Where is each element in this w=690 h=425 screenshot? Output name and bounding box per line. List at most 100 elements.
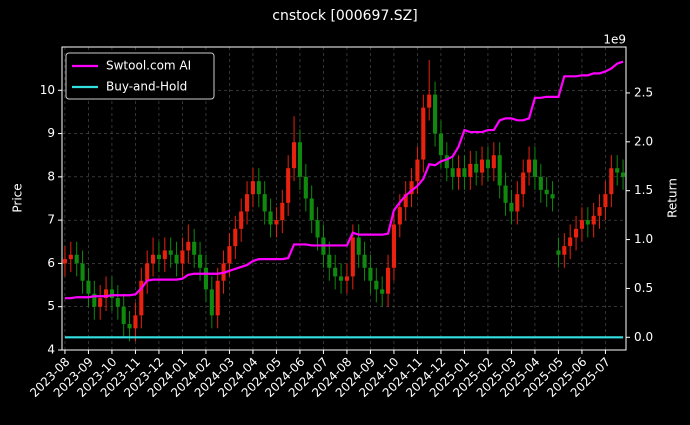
candle-body	[215, 280, 220, 316]
candle-body	[380, 289, 385, 294]
return-line	[64, 60, 624, 300]
candle-body	[527, 159, 532, 173]
legend-box	[65, 52, 215, 100]
candle-body	[509, 202, 514, 212]
y-tick-label: 10	[40, 83, 55, 97]
legend-label: Swtool.com AI	[106, 59, 191, 73]
candle-body	[286, 168, 291, 203]
candle-body	[433, 94, 438, 134]
candle-body	[497, 155, 502, 186]
candle-body	[368, 267, 373, 281]
candle-body	[80, 263, 85, 281]
candle-body	[192, 241, 197, 255]
y-tick-label: 4	[47, 343, 55, 357]
candle-body	[68, 254, 73, 260]
candle-body	[356, 237, 361, 255]
candle-body	[133, 315, 138, 329]
candle-body	[139, 280, 144, 316]
plot-frame	[61, 46, 627, 351]
candle-body	[327, 254, 332, 268]
candle-body	[98, 298, 103, 307]
candle-body	[491, 155, 496, 169]
candle-body	[109, 289, 114, 299]
candle-body	[556, 250, 561, 255]
candle-body	[503, 185, 508, 203]
candle-body	[86, 280, 91, 294]
y-tick-label: 5	[47, 299, 55, 313]
candle-body	[585, 220, 590, 225]
candle-body	[233, 228, 238, 247]
candle-body	[198, 254, 203, 268]
candle-body	[597, 207, 602, 216]
candle-body	[274, 220, 279, 225]
candle-body	[268, 211, 273, 225]
legend-label: Buy-and-Hold	[106, 80, 187, 94]
candle-body	[403, 194, 408, 208]
candle-body	[333, 267, 338, 277]
candle-body	[462, 168, 467, 177]
y2-tick-label: 2.5	[634, 85, 653, 99]
candle-body	[421, 107, 426, 160]
candle-body	[245, 194, 250, 212]
candle-body	[297, 142, 302, 177]
candle-body	[121, 306, 126, 325]
y2-tick-label: 0.0	[634, 330, 653, 344]
candle-body	[409, 181, 414, 195]
candle-body	[474, 163, 479, 173]
candle-body	[250, 181, 255, 195]
candle-body	[156, 254, 161, 260]
candle-body	[621, 172, 626, 177]
candle-body	[480, 159, 485, 173]
candle-body	[239, 211, 244, 229]
candle-body	[609, 168, 614, 195]
candle-body	[339, 276, 344, 281]
candle-body	[532, 159, 537, 177]
candle-body	[579, 220, 584, 229]
y2-tick-label: 1.0	[634, 232, 653, 246]
candle-body	[374, 280, 379, 290]
candle-body	[209, 289, 214, 316]
candle-body	[180, 250, 185, 264]
candle-body	[544, 189, 549, 195]
candle-body	[92, 293, 97, 307]
chart-title: cnstock [000697.SZ]	[272, 8, 417, 24]
candle-body	[303, 176, 308, 199]
candle-body	[203, 267, 208, 290]
candle-body	[344, 276, 349, 281]
y2-axis-label: Return	[666, 178, 680, 218]
candle-body	[521, 172, 526, 195]
candle-body	[280, 202, 285, 221]
candle-body	[227, 246, 232, 264]
candle-body	[468, 163, 473, 177]
candle-body	[315, 220, 320, 238]
y2-offset-label: 1e9	[603, 33, 626, 47]
candle-body	[427, 94, 432, 108]
candle-body	[568, 237, 573, 247]
candle-body	[615, 168, 620, 173]
candle-body	[145, 263, 150, 281]
candle-body	[515, 194, 520, 212]
candle-body	[562, 246, 567, 255]
y2-tick-label: 1.5	[634, 183, 653, 197]
candle-body	[438, 133, 443, 156]
candle-body	[127, 324, 132, 329]
candle-body	[186, 241, 191, 251]
candle-body	[450, 168, 455, 177]
candle-body	[262, 194, 267, 212]
y-tick-label: 8	[47, 169, 55, 183]
candle-body	[415, 159, 420, 182]
candle-body	[603, 194, 608, 208]
y-axis-label: Price	[11, 183, 25, 212]
candle-body	[256, 181, 261, 195]
candle-body	[362, 254, 367, 268]
y2-tick-label: 0.5	[634, 281, 653, 295]
candle-body	[104, 289, 109, 299]
candle-body	[292, 142, 297, 169]
candle-body	[550, 194, 555, 199]
candle-body	[350, 237, 355, 277]
candle-body	[397, 207, 402, 225]
candle-body	[386, 267, 391, 294]
candle-body	[485, 159, 490, 169]
